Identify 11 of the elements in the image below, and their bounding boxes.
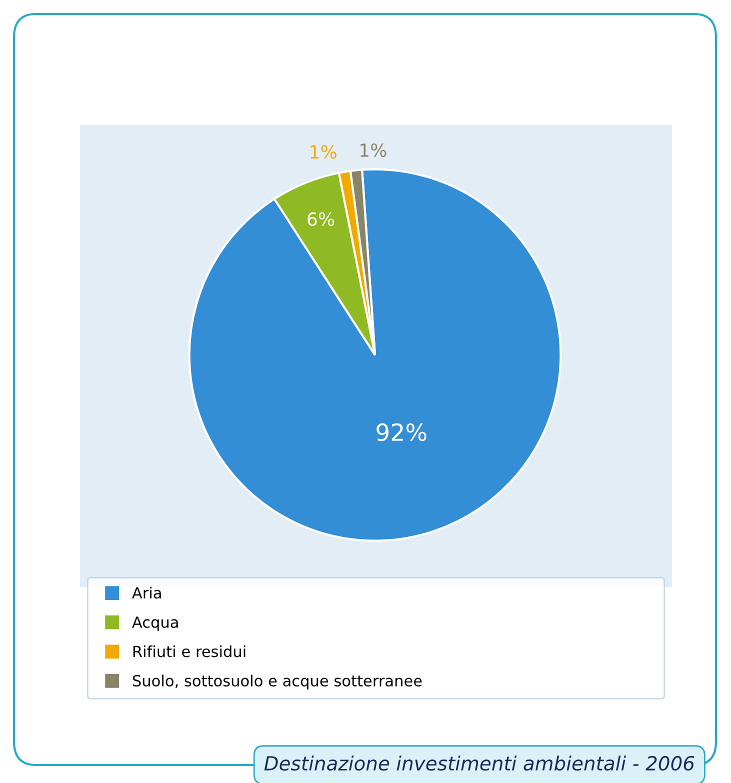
data-label: 1% bbox=[310, 145, 336, 159]
data-label: 6% bbox=[308, 212, 334, 226]
data-label: 1% bbox=[360, 143, 386, 158]
text: Destinazione investimenti ambientali - 2006 bbox=[264, 756, 694, 771]
data-label: 92% bbox=[376, 423, 426, 442]
legend-label: Rifiuti e residui bbox=[133, 645, 246, 658]
pie-slice bbox=[273, 172, 376, 356]
pie-slice bbox=[188, 168, 562, 542]
legend-label: Suolo, sottosuolo e acque sotterranee bbox=[132, 674, 422, 690]
legend-label: Acqua bbox=[132, 616, 178, 631]
legend-label: Aria bbox=[132, 586, 161, 599]
